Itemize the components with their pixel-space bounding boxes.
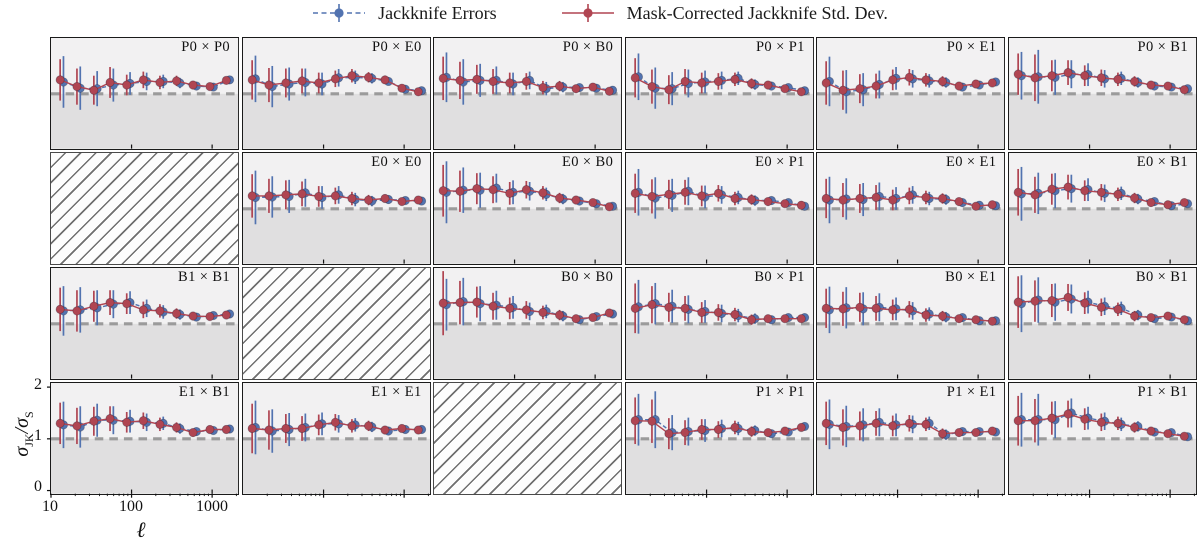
panel-label: E1 × E1 <box>371 384 422 401</box>
panel-label: E0 × B0 <box>561 154 614 171</box>
panel-e1-x-e1: E1 × E1 <box>241 382 431 499</box>
y-tick-label-0: 0 <box>34 478 42 495</box>
x-tick-label-100: 100 <box>119 498 143 515</box>
panel-label: P0 × E0 <box>372 39 422 55</box>
panel-empty-hatched-3 <box>433 382 623 495</box>
y-tick-label-2: 2 <box>34 376 42 393</box>
legend: Jackknife Errors Mask-Corrected Jackknif… <box>0 2 1200 24</box>
panel-label: B0 × E1 <box>945 269 997 286</box>
panel-p0-x-e1: P0 × E1 <box>816 37 1006 150</box>
panel-label: P1 × B1 <box>1137 384 1188 401</box>
legend-item-jackknife: Jackknife Errors <box>312 2 497 24</box>
panel-label: E0 × E1 <box>945 154 997 171</box>
panel-label: B0 × P1 <box>754 269 805 286</box>
panel-b0-x-b0: B0 × B0 <box>433 267 623 380</box>
panel-p0-x-b1: P0 × B1 <box>1007 37 1197 150</box>
panel-b0-x-e1: B0 × E1 <box>816 267 1006 380</box>
panel-p0-x-e0: P0 × E0 <box>241 37 431 150</box>
panel-label: P0 × P1 <box>755 39 805 55</box>
mask-corrected-errorbar-icon <box>561 4 614 22</box>
panel-e0-x-b0: E0 × B0 <box>433 152 623 265</box>
panel-label: P1 × P1 <box>755 384 805 401</box>
panel-label: P1 × E1 <box>946 384 997 401</box>
x-tick-label-10: 10 <box>42 498 58 515</box>
panel-p0-x-p1: P0 × P1 <box>624 37 814 150</box>
panel-label: P0 × E1 <box>946 39 997 55</box>
panel-b0-x-b1: B0 × B1 <box>1007 267 1197 380</box>
legend-label-jackknife: Jackknife Errors <box>378 2 497 23</box>
panel-b0-x-p1: B0 × P1 <box>624 267 814 380</box>
panel-e0-x-b1: E0 × B1 <box>1007 152 1197 265</box>
panel-p1-x-p1: P1 × P1 <box>624 382 814 499</box>
y-tick-label-1: 1 <box>34 427 42 444</box>
panel-e0-x-e0: E0 × E0 <box>241 152 431 265</box>
y-axis-label: σJK/σS <box>11 411 36 457</box>
panel-grid: P0 × P0 P0 × E0 P0 × B0 P0 × P1 P0 × E1 … <box>46 37 1197 499</box>
legend-item-mask-corrected: Mask-Corrected Jackknife Std. Dev. <box>561 2 888 24</box>
panel-label: E0 × E0 <box>371 154 422 171</box>
panel-empty-hatched-2 <box>241 267 431 380</box>
panel-label: P0 × B1 <box>1137 39 1188 55</box>
panel-label: B0 × B1 <box>1135 269 1188 286</box>
jackknife-errorbar-icon <box>313 4 366 22</box>
panel-label: E1 × B1 <box>178 384 231 401</box>
panel-label: B0 × B0 <box>561 269 614 286</box>
panel-e1-x-b1: E1 × B1 <box>46 382 240 499</box>
panel-empty-hatched-1 <box>50 152 240 265</box>
panel-p0-x-b0: P0 × B0 <box>433 37 623 150</box>
panel-label: P0 × B0 <box>562 39 614 55</box>
x-tick-label-1000: 1000 <box>196 498 228 515</box>
panel-b1-x-b1: B1 × B1 <box>50 267 240 380</box>
panel-e0-x-p1: E0 × P1 <box>624 152 814 265</box>
panel-label: E0 × P1 <box>755 154 805 171</box>
x-axis-label: ℓ <box>136 517 146 542</box>
panel-label: B1 × B1 <box>178 269 231 286</box>
panel-p1-x-b1: P1 × B1 <box>1007 382 1197 499</box>
panel-e0-x-e1: E0 × E1 <box>816 152 1006 265</box>
panel-label: E0 × B1 <box>1136 154 1188 171</box>
panel-label: P0 × P0 <box>181 39 231 55</box>
panel-p1-x-e1: P1 × E1 <box>816 382 1006 499</box>
legend-label-mask-corrected: Mask-Corrected Jackknife Std. Dev. <box>626 2 888 23</box>
panel-p0-x-p0: P0 × P0 <box>50 37 240 150</box>
